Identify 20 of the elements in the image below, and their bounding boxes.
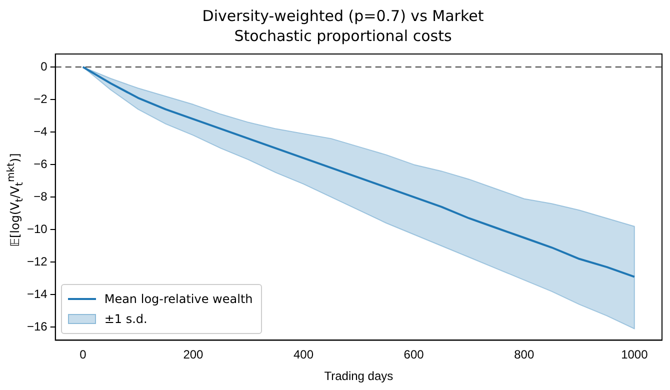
x-tick-label: 800 (514, 348, 534, 362)
chart-subtitle: Stochastic proportional costs (234, 26, 452, 45)
y-tick-label: −14 (26, 286, 48, 301)
x-tick-label: 200 (183, 348, 204, 362)
x-tick-label: 600 (404, 348, 424, 362)
y-tick-label: −10 (26, 222, 48, 236)
x-tick-label: 0 (80, 348, 87, 362)
y-tick-label: −4 (34, 124, 48, 138)
annotation: ±1 s.d. (104, 311, 148, 328)
y-tick-label: −16 (26, 320, 48, 334)
x-tick-label: 1000 (621, 348, 648, 362)
chart-title: Diversity-weighted (p=0.7) vs Market (202, 6, 484, 25)
y-tick-label: −8 (34, 189, 48, 204)
y-tick-label: −12 (26, 254, 48, 268)
legend-label: Mean log-relative wealth (104, 291, 253, 308)
y-tick-label: −2 (34, 92, 48, 106)
x-axis-title: Trading days (324, 369, 394, 384)
y-tick-label: 0 (40, 59, 48, 74)
x-tick-label: 400 (294, 348, 314, 362)
y-tick-label: −6 (34, 156, 48, 171)
